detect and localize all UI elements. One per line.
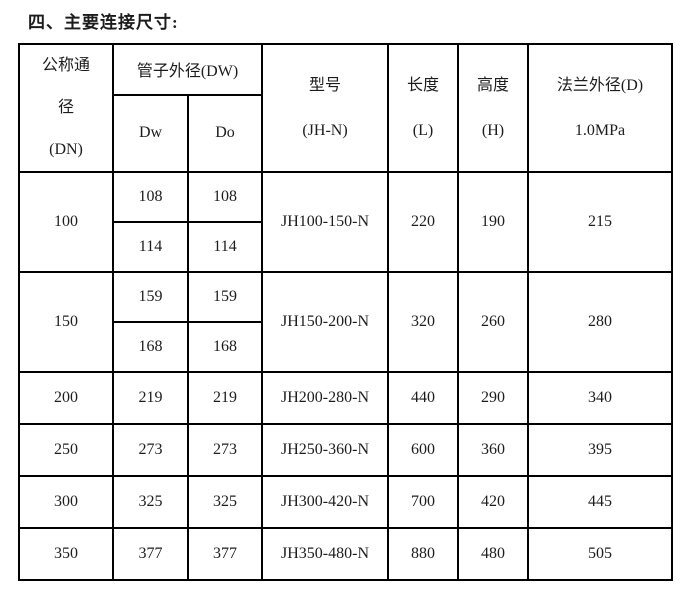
header-dw: Dw	[112, 93, 189, 174]
header-pipe-od: 管子外径(DW)	[111, 43, 264, 96]
cell-height: 420	[457, 475, 530, 529]
cell-dw: 108	[112, 171, 189, 223]
cell-model: JH250-360-N	[261, 423, 390, 477]
header-dn-line1: 公称通	[41, 57, 90, 74]
cell-model: JH350-480-N	[261, 527, 390, 581]
cell-length: 600	[387, 423, 460, 477]
header-height: 高度 (H)	[457, 43, 530, 173]
header-flange: 法兰外径(D) 1.0MPa	[527, 43, 674, 173]
cell-do: 114	[186, 221, 264, 273]
header-model: 型号 (JH-N)	[261, 43, 390, 173]
table-row: 100 108 108 JH100-150-N 220 190 215	[18, 171, 674, 273]
table-row: 168 168	[19, 321, 672, 373]
cell-length: 440	[387, 371, 460, 425]
table-row: 350 377 377 JH350-480-N 880 480 505	[18, 527, 674, 581]
cell-dw: 273	[112, 423, 189, 477]
cell-dn: 100	[18, 171, 114, 273]
cell-dw: 114	[112, 221, 189, 273]
cell-length: 220	[387, 171, 460, 273]
cell-height: 360	[457, 423, 530, 477]
cell-do: 377	[186, 527, 264, 581]
cell-dn: 350	[18, 527, 114, 581]
header-flange-line1: 法兰外径(D)	[556, 77, 644, 94]
cell-model: JH200-280-N	[261, 371, 390, 425]
cell-do: 273	[186, 423, 264, 477]
cell-do: 325	[186, 475, 264, 529]
cell-height: 480	[457, 527, 530, 581]
cell-flange: 340	[527, 371, 674, 425]
cell-length: 880	[387, 527, 460, 581]
cell-dw: 168	[112, 321, 189, 373]
header-dn-line3: (DN)	[49, 141, 83, 158]
cell-flange: 505	[527, 527, 674, 581]
cell-dn: 250	[18, 423, 114, 477]
cell-model: JH100-150-N	[261, 171, 390, 273]
table-row: 250 273 273 JH250-360-N 600 360 395	[18, 423, 674, 477]
cell-height: 290	[457, 371, 530, 425]
table-row: 200 219 219 JH200-280-N 440 290 340	[18, 371, 674, 425]
cell-length: 700	[387, 475, 460, 529]
cell-dw: 159	[112, 271, 189, 323]
cell-flange: 445	[527, 475, 674, 529]
header-dn-line2: 径	[57, 99, 74, 116]
section-title: 四、主要连接尺寸:	[28, 13, 179, 32]
table-row: 114 114	[19, 221, 672, 273]
header-length-line1: 长度	[407, 77, 440, 94]
cell-height: 260	[457, 271, 530, 373]
cell-height: 190	[457, 171, 530, 273]
dimensions-table: 公称通 径 (DN) 管子外径(DW) 型号 (JH-N) 长度 (L) 高度 …	[18, 43, 674, 581]
header-flange-line2: 1.0MPa	[574, 122, 626, 139]
cell-dn: 300	[18, 475, 114, 529]
cell-model: JH300-420-N	[261, 475, 390, 529]
cell-length: 320	[387, 271, 460, 373]
cell-dw: 377	[112, 527, 189, 581]
cell-dn: 150	[18, 271, 114, 373]
header-dn: 公称通 径 (DN)	[18, 43, 114, 173]
cell-flange: 215	[527, 171, 674, 273]
cell-dn: 200	[18, 371, 114, 425]
table-row: 150 159 159 JH150-200-N 320 260 280	[18, 271, 674, 373]
cell-do: 219	[186, 371, 264, 425]
cell-dw: 325	[112, 475, 189, 529]
cell-flange: 280	[527, 271, 674, 373]
header-model-line2: (JH-N)	[302, 122, 348, 139]
header-height-line2: (H)	[481, 122, 505, 139]
cell-do: 168	[186, 321, 264, 373]
table-row: 300 325 325 JH300-420-N 700 420 445	[18, 475, 674, 529]
cell-dw: 219	[112, 371, 189, 425]
header-model-line1: 型号	[309, 77, 342, 94]
header-height-line1: 高度	[477, 77, 510, 94]
header-length: 长度 (L)	[387, 43, 460, 173]
header-length-line2: (L)	[412, 122, 434, 139]
cell-do: 108	[186, 171, 264, 223]
cell-flange: 395	[527, 423, 674, 477]
cell-model: JH150-200-N	[261, 271, 390, 373]
cell-do: 159	[186, 271, 264, 323]
header-do: Do	[186, 93, 264, 174]
